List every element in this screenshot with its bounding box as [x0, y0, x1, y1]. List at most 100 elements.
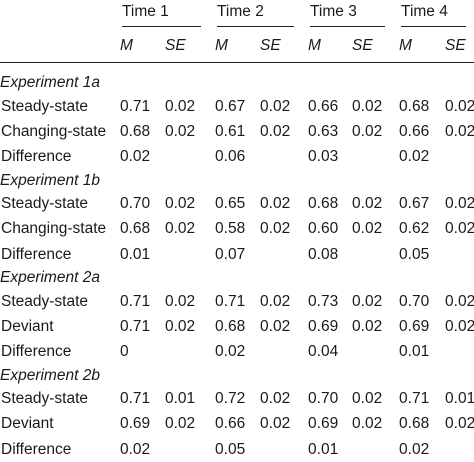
experiment-heading-row: Experiment 2b [0, 365, 474, 387]
mean-cell: 0.62 [399, 220, 430, 238]
se-cell: 0.02 [352, 195, 383, 213]
se-cell [165, 144, 215, 169]
row-label: Steady-state [1, 195, 89, 213]
row-label: Steady-state [1, 97, 89, 115]
mean-cell: 0.05 [215, 440, 246, 458]
corner-cell [0, 0, 120, 30]
mean-cell: 0.03 [308, 147, 339, 165]
table-row: Deviant 0.71 0.02 0.68 0.02 0.69 0.02 0.69 0.02 [0, 314, 474, 339]
se-cell: 0.01 [445, 390, 474, 408]
table-row: Changing-state 0.68 0.02 0.61 0.02 0.63 0.02 0.… [0, 119, 474, 144]
mean-cell: 0.02 [215, 343, 246, 361]
table-row: Steady-state 0.71 0.02 0.71 0.02 0.73 0.02 0.70… [0, 289, 474, 314]
mean-cell: 0.70 [120, 195, 151, 213]
mean-header: M [308, 30, 353, 63]
table-row: Steady-state 0.71 0.02 0.67 0.02 0.66 0.02 0.68… [0, 94, 474, 119]
mean-cell: 0.70 [399, 292, 430, 310]
mean-cell: 0.68 [399, 415, 430, 433]
time-header: Time 1 [120, 0, 215, 30]
row-label: Changing-state [1, 220, 107, 238]
table-row: Difference 0.02 0.05 0.01 0.02 [0, 437, 474, 462]
mean-cell: 0.70 [308, 390, 339, 408]
experiment-label: Experiment 1b [0, 171, 100, 189]
se-cell: 0.02 [260, 390, 291, 408]
table-row: Difference 0 0.02 0.04 0.01 [0, 340, 474, 365]
table-row: Deviant 0.69 0.02 0.66 0.02 0.69 0.02 0.68 0.02 [0, 412, 474, 437]
stat-header-row: M SE M SE M SE M SE [0, 30, 474, 63]
se-cell [165, 340, 215, 365]
mean-cell: 0.67 [215, 97, 246, 115]
mean-cell: 0.69 [120, 415, 151, 433]
se-cell: 0.02 [165, 122, 196, 140]
mean-cell: 0.71 [399, 390, 430, 408]
se-cell: 0.02 [260, 195, 291, 213]
mean-cell: 0.71 [120, 97, 151, 115]
se-cell: 0.02 [352, 317, 383, 335]
se-cell: 0.02 [445, 122, 474, 140]
mean-cell: 0.71 [120, 390, 151, 408]
se-cell: 0.02 [165, 195, 196, 213]
mean-cell: 0.01 [120, 245, 151, 263]
se-cell: 0.02 [352, 97, 383, 115]
mean-cell: 0.63 [308, 122, 339, 140]
se-cell [260, 242, 308, 267]
mean-cell: 0.66 [308, 97, 339, 115]
se-cell: 0.02 [445, 220, 474, 238]
experiment-label: Experiment 2b [0, 366, 100, 384]
se-cell: 0.02 [165, 415, 196, 433]
se-cell: 0.02 [260, 220, 291, 238]
experiment-label: Experiment 2a [0, 269, 100, 287]
se-cell [260, 144, 308, 169]
se-header: SE [352, 30, 400, 63]
mean-cell: 0.01 [308, 440, 339, 458]
se-cell [260, 340, 308, 365]
se-cell: 0.02 [165, 97, 196, 115]
se-cell [352, 144, 399, 169]
se-cell [352, 437, 399, 462]
mean-cell: 0.68 [399, 97, 430, 115]
mean-cell: 0.58 [215, 220, 246, 238]
table-row: Steady-state 0.71 0.01 0.72 0.02 0.70 0.02 0.71… [0, 387, 474, 412]
mean-cell: 0.67 [399, 195, 430, 213]
se-cell: 0.02 [352, 415, 383, 433]
time-header: Time 2 [215, 0, 308, 30]
mean-cell: 0.07 [215, 245, 246, 263]
se-cell: 0.02 [352, 390, 383, 408]
se-cell [445, 242, 474, 267]
table-row: Changing-state 0.68 0.02 0.58 0.02 0.60 0.02 0.… [0, 217, 474, 242]
se-cell [352, 242, 399, 267]
mean-cell: 0.69 [399, 317, 430, 335]
mean-cell: 0.04 [308, 343, 339, 361]
mean-cell: 0.66 [399, 122, 430, 140]
mean-cell: 0.08 [308, 245, 339, 263]
row-label: Deviant [1, 317, 54, 335]
se-cell [260, 437, 308, 462]
mean-cell: 0.69 [308, 415, 339, 433]
se-cell: 0.02 [352, 220, 383, 238]
se-cell: 0.02 [165, 220, 196, 238]
se-header: SE [165, 30, 216, 63]
se-cell: 0.02 [352, 292, 383, 310]
se-cell: 0.02 [445, 97, 474, 115]
se-cell [165, 437, 215, 462]
se-cell: 0.02 [445, 415, 474, 433]
mean-header: M [399, 30, 446, 63]
se-header: SE [260, 30, 309, 63]
mean-cell: 0.01 [399, 343, 430, 361]
table-row: Steady-state 0.70 0.02 0.65 0.02 0.68 0.02 0.67… [0, 192, 474, 217]
se-cell [165, 242, 215, 267]
se-cell: 0.02 [260, 122, 291, 140]
mean-cell: 0.68 [215, 317, 246, 335]
row-label: Deviant [1, 415, 54, 433]
table-body: Experiment 1a Steady-state 0.71 0.02 0.67 0.0… [0, 72, 474, 462]
mean-cell: 0.68 [120, 122, 151, 140]
se-cell: 0.02 [260, 292, 291, 310]
mean-cell: 0 [120, 343, 129, 361]
se-cell: 0.02 [260, 97, 291, 115]
se-cell: 0.02 [165, 317, 196, 335]
se-cell: 0.01 [165, 390, 196, 408]
mean-cell: 0.69 [308, 317, 339, 335]
experiment-heading-row: Experiment 1b [0, 170, 474, 192]
mean-cell: 0.71 [120, 292, 151, 310]
